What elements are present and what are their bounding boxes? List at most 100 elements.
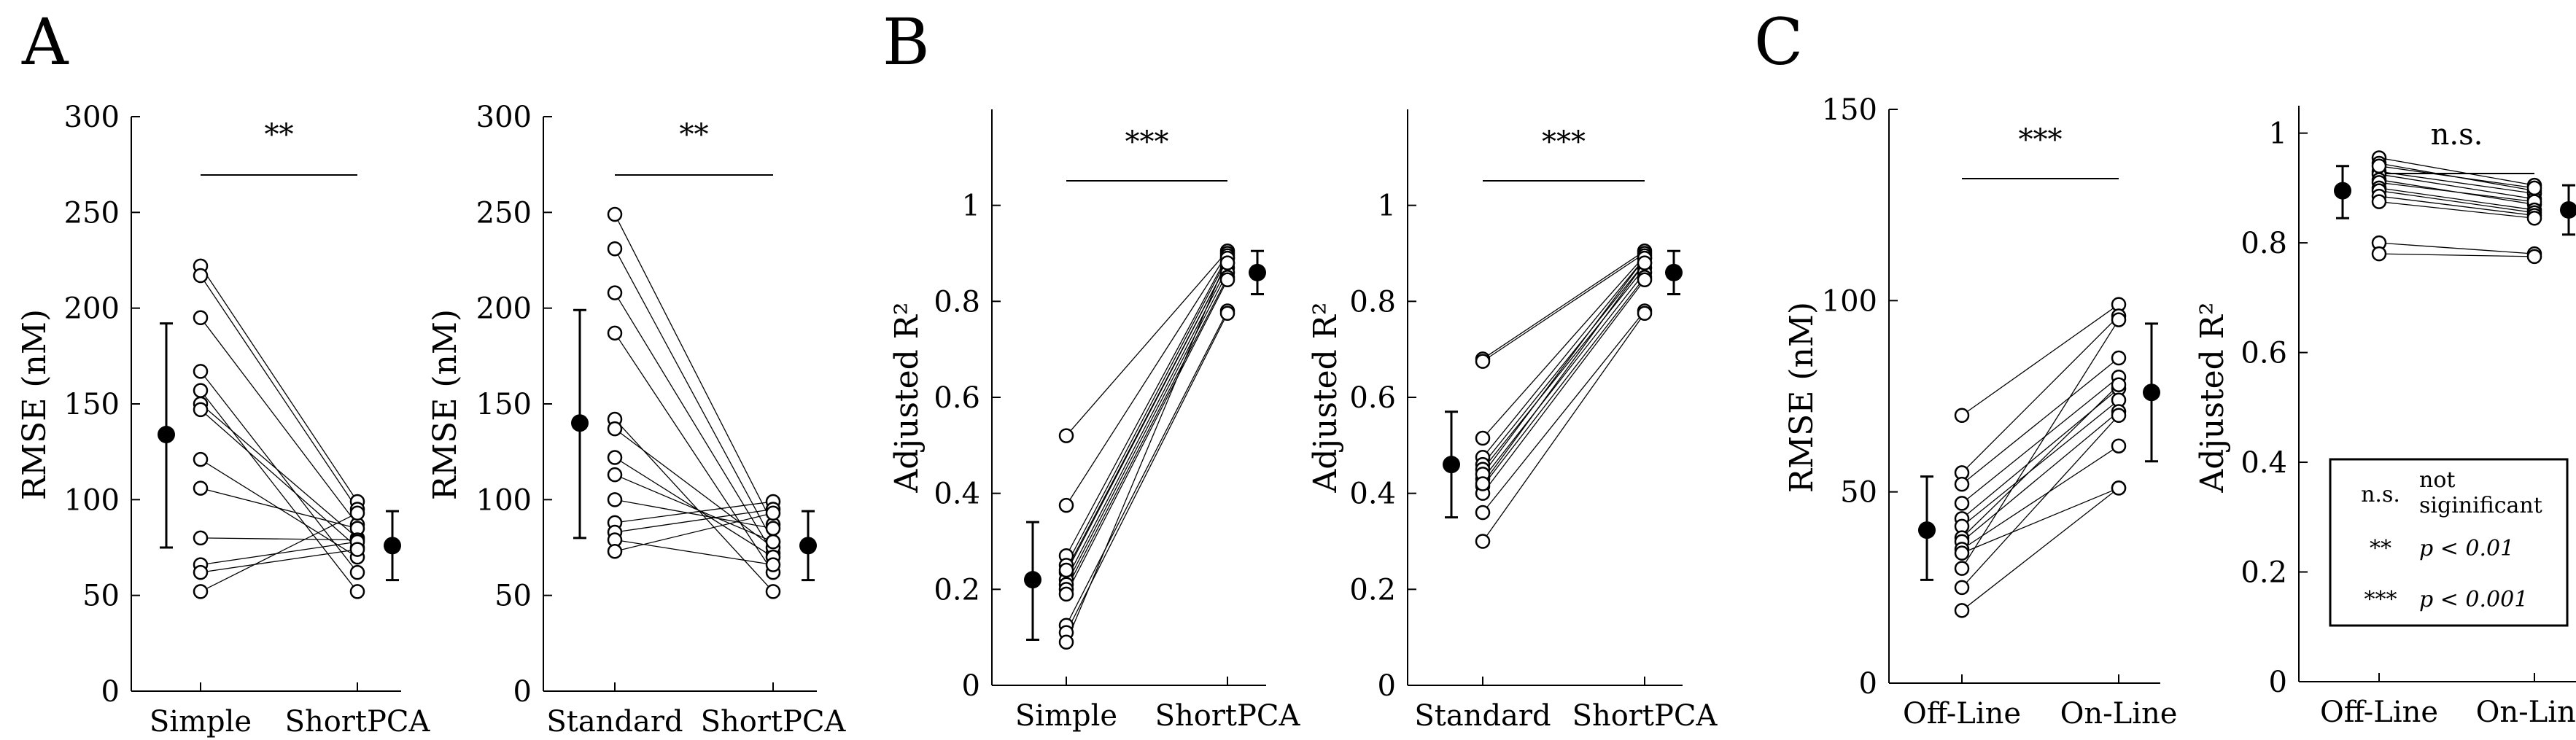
data-point-left bbox=[193, 480, 209, 496]
x-tick-label: ShortPCA bbox=[1155, 699, 1301, 733]
pair-line bbox=[200, 317, 358, 525]
data-point-left bbox=[1475, 534, 1491, 549]
pair-line bbox=[614, 248, 774, 542]
legend-text-p0001: p < 0.001 bbox=[2419, 587, 2528, 612]
pair-line bbox=[1066, 279, 1228, 595]
pair-line bbox=[1066, 253, 1228, 506]
pair-line bbox=[1482, 255, 1645, 439]
x-tick-label: ShortPCA bbox=[1572, 699, 1718, 733]
data-point-left bbox=[193, 310, 209, 326]
pair-line bbox=[1961, 315, 2119, 473]
pair-line bbox=[614, 513, 774, 552]
plot-c-rmse-offline-vs-online: 0 50 100 150 Off-Line On-Line RMSE (nM) *** bbox=[1783, 93, 2177, 731]
data-point-right bbox=[2111, 350, 2127, 366]
data-point-left bbox=[2371, 246, 2387, 262]
mean-marker-right bbox=[2143, 383, 2160, 402]
plot-b-simple-vs-shortpca: 0 0.2 0.4 0.6 0.8 1 Simple ShortPCA Adjusted R² *… bbox=[888, 109, 1301, 733]
pair-line bbox=[1066, 277, 1228, 590]
pair-line bbox=[1066, 257, 1228, 566]
pair-line bbox=[200, 370, 358, 573]
pair-line bbox=[200, 403, 358, 539]
pair-line bbox=[1066, 272, 1228, 585]
pair-line bbox=[1066, 250, 1228, 437]
data-point-right bbox=[765, 534, 781, 550]
data-point-right bbox=[1219, 255, 1235, 270]
data-point-right bbox=[2526, 210, 2542, 226]
data-point-left bbox=[1058, 428, 1074, 443]
pair-line bbox=[200, 409, 358, 548]
data-point-left bbox=[193, 364, 209, 379]
data-point-right bbox=[1219, 305, 1235, 322]
data-point-right bbox=[2526, 249, 2542, 265]
y-tick-label: 0.8 bbox=[1349, 285, 1396, 319]
data-point-left bbox=[607, 325, 623, 341]
data-point-left bbox=[1058, 634, 1074, 650]
pair-line bbox=[1961, 410, 2119, 542]
y-tick-label: 200 bbox=[476, 292, 532, 326]
pair-line bbox=[1961, 319, 2119, 569]
pair-line bbox=[1961, 445, 2119, 550]
pair-line bbox=[1482, 262, 1645, 484]
x-tick-label: Simple bbox=[1015, 699, 1117, 733]
data-point-left bbox=[193, 268, 209, 284]
pair-line bbox=[1482, 250, 1645, 359]
x-tick-label: Off-Line bbox=[2320, 696, 2438, 729]
y-tick-label: 0 bbox=[1859, 667, 1877, 701]
pair-line bbox=[1961, 384, 2119, 539]
pair-line bbox=[614, 456, 774, 558]
y-tick-label: 1 bbox=[1378, 190, 1396, 223]
data-point-right bbox=[349, 542, 365, 557]
data-point-left bbox=[1058, 562, 1074, 578]
pair-line bbox=[1482, 279, 1645, 494]
data-point-left bbox=[1475, 354, 1491, 369]
data-point-left bbox=[1954, 580, 1970, 596]
y-tick-label: 300 bbox=[64, 101, 120, 134]
pair-line bbox=[614, 292, 774, 554]
y-tick-label: 0.6 bbox=[2241, 337, 2287, 370]
data-point-right bbox=[1219, 272, 1235, 287]
mean-marker-right bbox=[1249, 263, 1266, 281]
data-point-left bbox=[607, 467, 623, 483]
data-point-left bbox=[1954, 408, 1970, 423]
data-point-left bbox=[607, 206, 623, 222]
data-point-left bbox=[1475, 430, 1491, 446]
pair-line bbox=[200, 275, 358, 510]
pair-line bbox=[1066, 311, 1228, 626]
legend-text-ns-line1: not bbox=[2419, 467, 2455, 493]
legend-symbol-triple-star: *** bbox=[2364, 587, 2397, 612]
y-tick-label: 0.4 bbox=[934, 478, 980, 511]
x-tick-label: Standard bbox=[1414, 699, 1551, 733]
data-point-left bbox=[193, 383, 209, 398]
legend-symbol-double-star: ** bbox=[2370, 536, 2391, 561]
pair-line bbox=[1482, 257, 1645, 475]
y-tick-label: 50 bbox=[1840, 476, 1877, 510]
panel-letter-a: A bbox=[21, 4, 69, 79]
x-tick-label: ShortPCA bbox=[701, 705, 847, 739]
significance-label: ** bbox=[265, 118, 294, 152]
y-axis-label: RMSE (nM) bbox=[16, 309, 53, 500]
y-tick-label: 0.4 bbox=[1349, 478, 1396, 511]
pair-line bbox=[1482, 262, 1645, 465]
data-point-left bbox=[607, 285, 623, 300]
pair-line bbox=[1961, 415, 2119, 588]
data-point-right bbox=[765, 505, 781, 521]
mean-marker-left bbox=[1024, 571, 1041, 589]
y-tick-label: 150 bbox=[1822, 93, 1877, 127]
y-tick-label: 0.8 bbox=[934, 285, 980, 319]
plot-c-r2-offline-vs-online: 0 0.2 0.4 0.6 0.8 1 Off-Line On-Line Adjusted R²… bbox=[2194, 106, 2576, 729]
data-point-left bbox=[2371, 158, 2387, 174]
y-tick-label: 0.2 bbox=[934, 573, 980, 607]
legend-symbol-ns: n.s. bbox=[2361, 482, 2400, 507]
pair-line bbox=[200, 541, 358, 566]
y-tick-label: 0.4 bbox=[2241, 446, 2287, 480]
mean-marker-right bbox=[384, 537, 401, 555]
y-axis-label: Adjusted R² bbox=[1307, 302, 1344, 493]
significance-label: *** bbox=[1542, 125, 1586, 159]
y-tick-label: 250 bbox=[476, 196, 532, 230]
data-point-right bbox=[349, 505, 365, 521]
data-point-left bbox=[607, 241, 623, 257]
pair-line bbox=[200, 537, 358, 541]
data-point-right bbox=[765, 584, 781, 599]
y-tick-label: 0 bbox=[513, 675, 532, 709]
y-tick-label: 0 bbox=[1378, 669, 1396, 703]
